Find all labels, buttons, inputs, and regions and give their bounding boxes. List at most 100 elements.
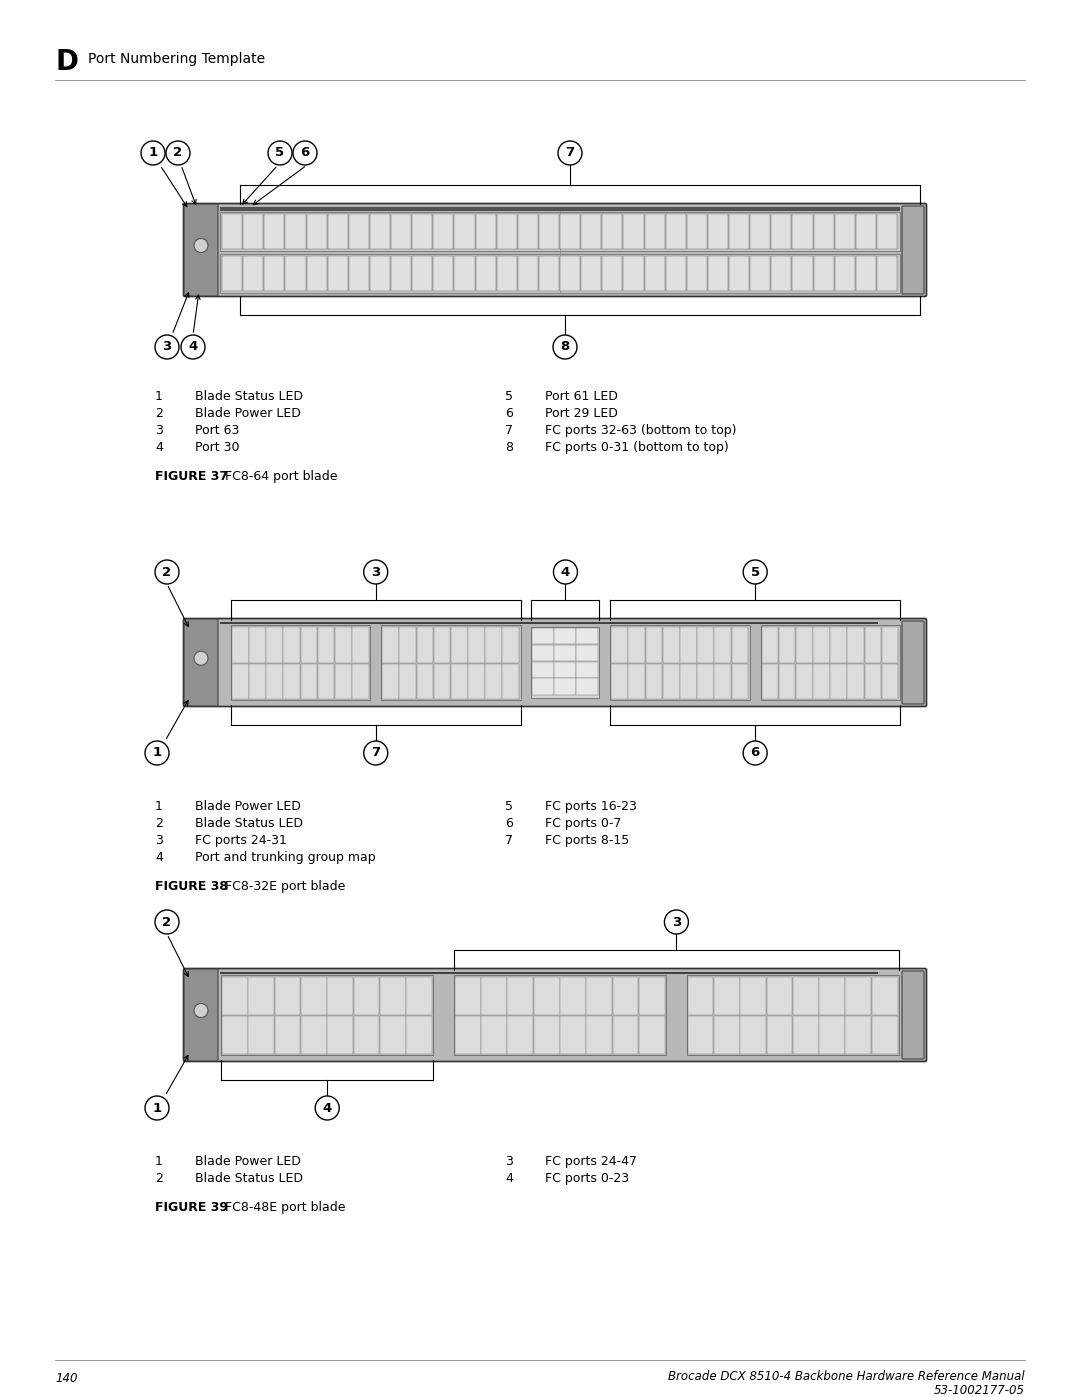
Bar (327, 256, 348, 291)
Text: 5: 5 (275, 147, 284, 159)
Text: 3: 3 (156, 834, 163, 847)
Bar (283, 664, 300, 698)
FancyBboxPatch shape (902, 971, 924, 1059)
Text: 6: 6 (505, 817, 513, 830)
Text: Port Numbering Template: Port Numbering Template (87, 52, 265, 66)
Text: Blade Power LED: Blade Power LED (195, 407, 301, 420)
Bar (714, 664, 731, 698)
Bar (248, 977, 274, 1016)
Bar (688, 977, 714, 1016)
Bar (413, 214, 432, 249)
Text: 6: 6 (300, 147, 310, 159)
Circle shape (145, 1097, 168, 1120)
Text: 1: 1 (156, 390, 163, 402)
Circle shape (364, 560, 388, 584)
Text: 2: 2 (162, 915, 172, 929)
Bar (502, 627, 519, 662)
Text: 6: 6 (751, 746, 760, 760)
FancyBboxPatch shape (184, 204, 927, 296)
Bar (265, 214, 284, 249)
Bar (577, 679, 598, 694)
Bar (285, 256, 306, 291)
Text: 2: 2 (156, 817, 163, 830)
Bar (369, 214, 390, 249)
Bar (485, 627, 502, 662)
Bar (813, 214, 834, 249)
Text: 8: 8 (505, 441, 513, 454)
Circle shape (156, 560, 179, 584)
Bar (434, 664, 450, 698)
Text: 4: 4 (505, 1172, 513, 1185)
Bar (349, 256, 369, 291)
Bar (335, 664, 352, 698)
Bar (380, 1016, 406, 1053)
Bar (539, 214, 559, 249)
Bar (767, 1016, 793, 1053)
Text: FC ports 24-31: FC ports 24-31 (195, 834, 287, 847)
Text: Blade Power LED: Blade Power LED (195, 800, 301, 813)
FancyBboxPatch shape (184, 619, 927, 707)
Bar (391, 214, 411, 249)
Bar (561, 977, 585, 1016)
Bar (612, 977, 638, 1016)
Bar (761, 627, 779, 662)
Bar (623, 214, 644, 249)
Bar (793, 977, 819, 1016)
Bar (335, 627, 352, 662)
Text: 5: 5 (505, 800, 513, 813)
Bar (417, 627, 433, 662)
Bar (645, 256, 664, 291)
Text: 8: 8 (561, 341, 569, 353)
Bar (714, 627, 731, 662)
Bar (646, 627, 662, 662)
Bar (554, 645, 576, 661)
Bar (872, 977, 897, 1016)
Bar (831, 627, 847, 662)
Bar (534, 977, 559, 1016)
Bar (687, 256, 707, 291)
Bar (220, 972, 878, 974)
Text: FC ports 32-63 (bottom to top): FC ports 32-63 (bottom to top) (545, 425, 737, 437)
Bar (531, 627, 599, 698)
Bar (581, 214, 602, 249)
Bar (231, 624, 370, 700)
FancyBboxPatch shape (184, 619, 218, 705)
Circle shape (315, 1097, 339, 1120)
Bar (796, 664, 812, 698)
Text: FC ports 0-23: FC ports 0-23 (545, 1172, 630, 1185)
Bar (481, 1016, 507, 1053)
Text: Brocade DCX 8510-4 Backbone Hardware Reference Manual: Brocade DCX 8510-4 Backbone Hardware Ref… (669, 1370, 1025, 1383)
Bar (274, 977, 300, 1016)
Bar (539, 256, 559, 291)
Bar (267, 664, 283, 698)
Bar (846, 977, 872, 1016)
Circle shape (268, 141, 292, 165)
Bar (400, 664, 416, 698)
Bar (761, 664, 779, 698)
Bar (848, 627, 864, 662)
Bar (221, 975, 433, 1055)
Circle shape (558, 141, 582, 165)
Text: FIGURE 37: FIGURE 37 (156, 469, 228, 483)
FancyBboxPatch shape (902, 622, 924, 704)
Bar (623, 256, 644, 291)
Bar (751, 256, 770, 291)
Bar (793, 1016, 819, 1053)
Bar (532, 662, 554, 678)
Text: 3: 3 (505, 1155, 513, 1168)
Bar (835, 256, 854, 291)
Bar (740, 977, 766, 1016)
FancyBboxPatch shape (184, 204, 218, 296)
Bar (353, 977, 379, 1016)
Bar (612, 1016, 638, 1053)
Bar (220, 212, 900, 251)
Bar (714, 977, 740, 1016)
Text: 5: 5 (751, 566, 759, 578)
Bar (222, 256, 242, 291)
Bar (688, 1016, 714, 1053)
Bar (485, 664, 502, 698)
Circle shape (364, 740, 388, 766)
Text: 2: 2 (162, 566, 172, 578)
Bar (249, 664, 266, 698)
Circle shape (145, 740, 168, 766)
